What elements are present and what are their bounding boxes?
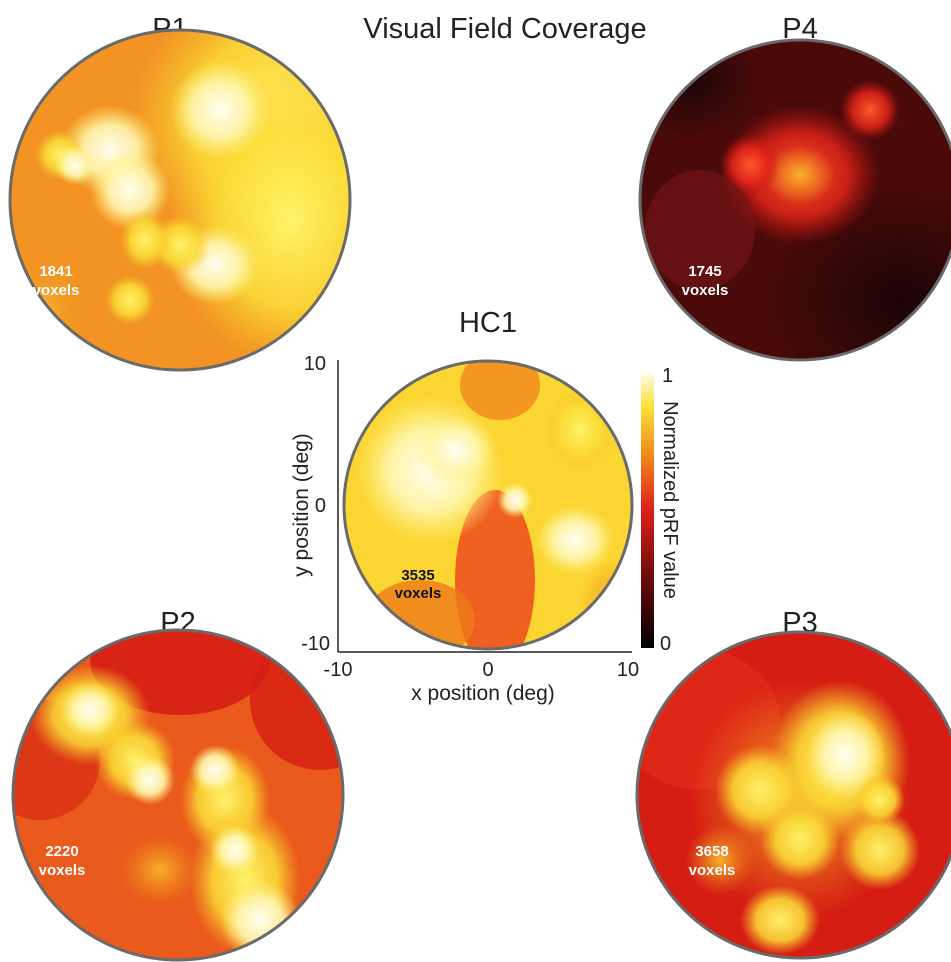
- colorbar-title: Normalized pRF value: [659, 401, 681, 599]
- panel-label-hc1: HC1: [459, 307, 517, 339]
- figure-title: Visual Field Coverage: [363, 13, 646, 45]
- voxel-unit-p3: voxels: [689, 862, 736, 879]
- voxel-count-p3: 3658: [695, 843, 728, 860]
- voxel-count-p2: 2220: [45, 843, 78, 860]
- y-axis-label: y position (deg): [290, 433, 313, 577]
- coverage-map-hc1: [344, 361, 632, 649]
- panel-hc1: HC1 3535 voxels 10 0 -10 -10 0 10 x posi…: [290, 307, 681, 705]
- y-tick-bottom: -10: [301, 633, 330, 655]
- hc1-axes: [337, 360, 632, 653]
- x-tick-left: -10: [324, 659, 353, 681]
- coverage-map-p2: [13, 630, 343, 960]
- coverage-map-p1: [10, 30, 350, 370]
- voxel-unit-p2: voxels: [39, 862, 86, 879]
- y-tick-top: 10: [304, 353, 326, 375]
- voxel-unit-p4: voxels: [682, 282, 729, 299]
- colorbar: 1 0 Normalized pRF value: [641, 365, 681, 655]
- colorbar-min-label: 0: [660, 633, 671, 655]
- voxel-count-p1: 1841: [39, 263, 72, 280]
- panel-p3: P3 3658 voxels: [635, 607, 951, 960]
- panel-p4: P4 1745 voxels: [638, 13, 951, 362]
- voxel-unit-hc1: voxels: [395, 585, 442, 602]
- coverage-map-p4: [640, 40, 951, 360]
- colorbar-gradient: [641, 372, 654, 648]
- panel-p1: P1 1841 voxels: [8, 13, 352, 372]
- panel-p2: P2 2220 voxels: [11, 607, 345, 962]
- x-tick-middle: 0: [482, 659, 493, 681]
- voxel-unit-p1: voxels: [33, 282, 80, 299]
- x-tick-right: 10: [617, 659, 639, 681]
- voxel-count-hc1: 3535: [401, 567, 434, 584]
- x-axis-label: x position (deg): [411, 682, 555, 705]
- coverage-map-p3: [637, 632, 951, 958]
- voxel-count-p4: 1745: [688, 263, 721, 280]
- colorbar-max-label: 1: [662, 365, 673, 387]
- y-tick-middle: 0: [315, 495, 326, 517]
